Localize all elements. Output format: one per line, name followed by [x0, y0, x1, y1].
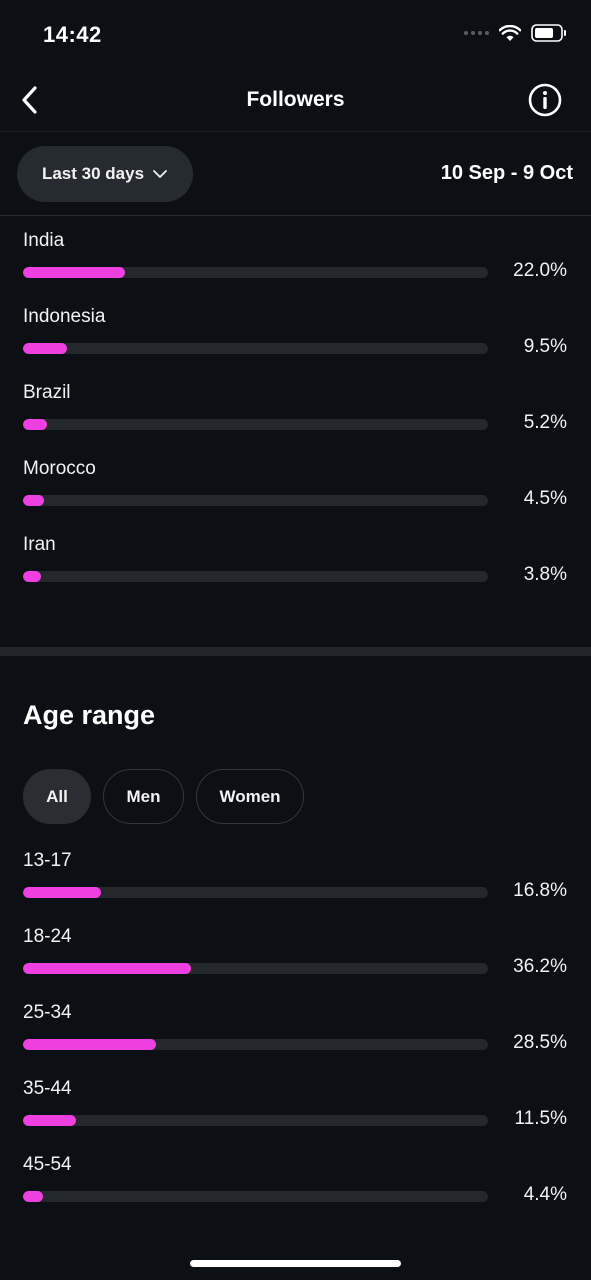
percentage-value: 22.0% [513, 260, 567, 281]
list-item: Iran 3.8% [0, 534, 591, 610]
progress-fill [23, 1039, 156, 1050]
progress-track [23, 1191, 488, 1202]
percentage-value: 9.5% [523, 336, 567, 357]
progress-fill [23, 495, 44, 506]
percentage-value: 36.2% [513, 956, 567, 977]
status-time: 14:42 [43, 22, 102, 47]
country-label: India [23, 230, 65, 251]
progress-fill [23, 343, 68, 354]
progress-track [23, 1039, 488, 1050]
country-label: Brazil [23, 382, 71, 403]
list-item: 13-17 16.8% [0, 850, 591, 926]
date-range: 10 Sep - 9 Oct [440, 162, 573, 184]
signal-icon [464, 31, 489, 35]
chevron-left-icon [22, 86, 37, 114]
country-label: Iran [23, 534, 56, 555]
header: Followers [0, 70, 591, 132]
progress-track [23, 343, 488, 354]
info-button[interactable] [527, 82, 563, 118]
percentage-value: 4.4% [523, 1184, 567, 1205]
list-item: 25-34 28.5% [0, 1002, 591, 1078]
list-item: 45-54 4.4% [0, 1154, 591, 1230]
progress-fill [23, 1115, 77, 1126]
filter-row: Last 30 days 10 Sep - 9 Oct [0, 132, 591, 216]
list-item: Brazil 5.2% [0, 382, 591, 458]
gender-tabs: All Men Women [23, 769, 304, 824]
battery-icon [531, 24, 566, 42]
age-label: 35-44 [23, 1078, 72, 1099]
section-title: Age range [23, 700, 156, 730]
wifi-icon [499, 24, 521, 41]
list-item: 18-24 36.2% [0, 926, 591, 1002]
list-item: Indonesia 9.5% [0, 306, 591, 382]
progress-track [23, 267, 488, 278]
info-icon [528, 83, 562, 117]
period-dropdown[interactable]: Last 30 days [17, 146, 193, 202]
age-label: 18-24 [23, 926, 72, 947]
progress-fill [23, 887, 102, 898]
percentage-value: 4.5% [523, 488, 567, 509]
country-label: Indonesia [23, 306, 106, 327]
back-button[interactable] [14, 82, 46, 118]
age-label: 25-34 [23, 1002, 72, 1023]
chevron-down-icon [153, 170, 167, 178]
progress-track [23, 419, 488, 430]
progress-fill [23, 963, 192, 974]
list-item: India 22.0% [0, 230, 591, 306]
progress-track [23, 963, 488, 974]
list-item: Morocco 4.5% [0, 458, 591, 534]
percentage-value: 16.8% [513, 880, 567, 901]
period-label: Last 30 days [41, 164, 145, 183]
tab-men[interactable]: Men [103, 769, 184, 824]
percentage-value: 3.8% [523, 564, 567, 585]
status-bar: 14:42 [0, 0, 591, 70]
home-indicator[interactable] [190, 1260, 401, 1267]
tab-women[interactable]: Women [196, 769, 304, 824]
progress-fill [23, 267, 126, 278]
progress-fill [23, 1191, 44, 1202]
progress-track [23, 495, 488, 506]
status-icons [464, 24, 567, 42]
age-label: 45-54 [23, 1154, 72, 1175]
progress-track [23, 887, 488, 898]
percentage-value: 28.5% [513, 1032, 567, 1053]
percentage-value: 5.2% [523, 412, 567, 433]
age-label: 13-17 [23, 850, 72, 871]
progress-track [23, 571, 488, 582]
list-item: 35-44 11.5% [0, 1078, 591, 1154]
progress-track [23, 1115, 488, 1126]
tab-all[interactable]: All [23, 769, 91, 824]
page-title: Followers [246, 88, 345, 111]
progress-fill [23, 571, 41, 582]
progress-fill [23, 419, 48, 430]
percentage-value: 11.5% [514, 1108, 567, 1129]
country-label: Morocco [23, 458, 96, 479]
section-divider [0, 647, 591, 656]
